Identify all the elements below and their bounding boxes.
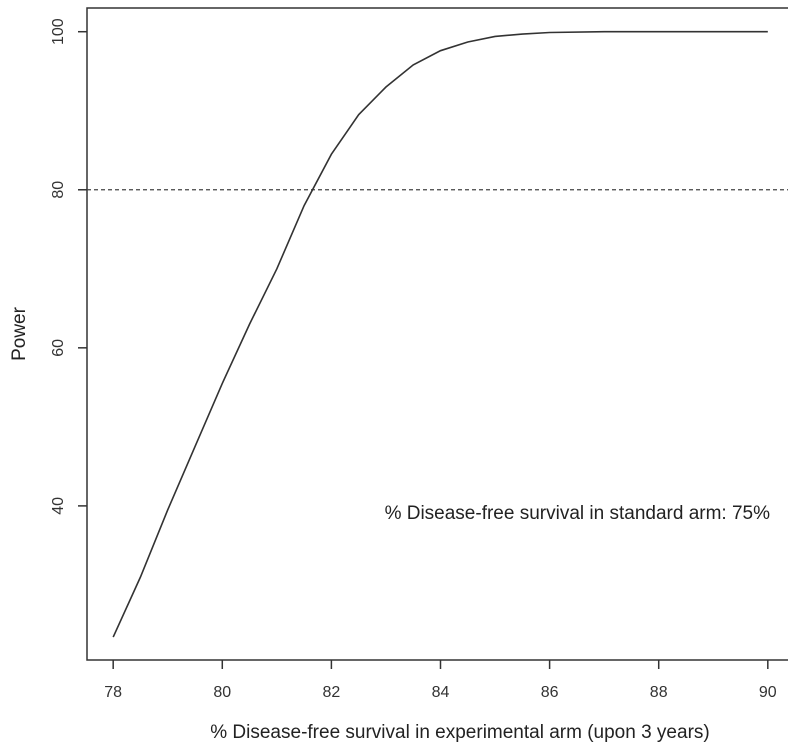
x-tick-label: 80 [213,684,231,701]
y-tick-label: 40 [50,497,67,515]
y-tick-label: 100 [50,18,67,45]
power-curve [112,30,768,638]
plot-frame [86,7,788,661]
y-tick-label: 60 [50,339,67,357]
x-tick-label: 88 [650,684,668,701]
x-tick-label: 86 [541,684,559,701]
y-tick-label: 80 [50,181,67,199]
x-tick-label: 82 [322,684,340,701]
x-tick-label: 90 [759,684,777,701]
y-axis-label: Power [9,306,30,361]
annotation: % Disease-free survival in standard arm:… [385,503,771,524]
x-tick-label: 84 [432,684,450,701]
x-tick-label: 78 [104,684,122,701]
x-axis-label: % Disease-free survival in experimental … [210,722,709,743]
